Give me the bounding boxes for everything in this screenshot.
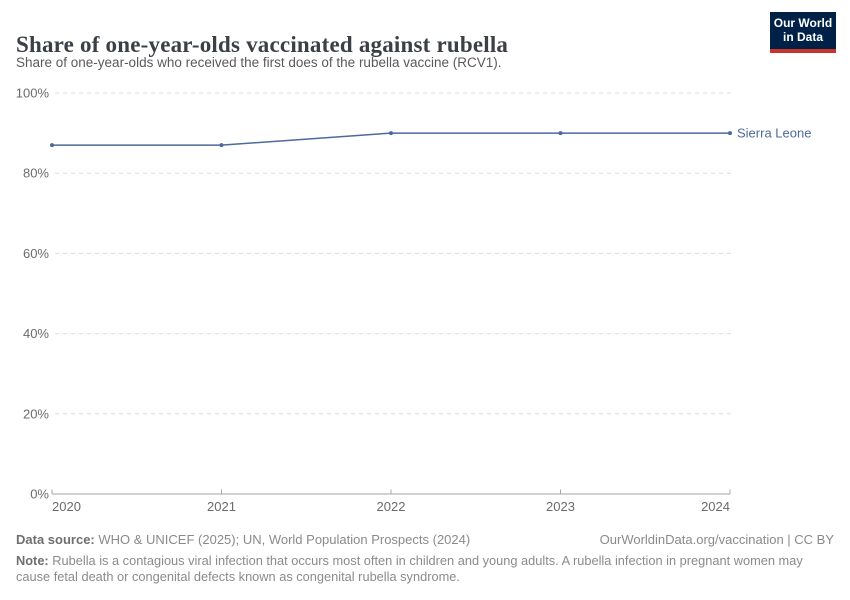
chart-note-label: Note: [16, 553, 49, 568]
chart-title: Share of one-year-olds vaccinated agains… [16, 32, 509, 58]
data-source-text: WHO & UNICEF (2025); UN, World Populatio… [94, 532, 471, 547]
x-tick-label: 2021 [207, 499, 236, 514]
owid-logo-line1: Our World [773, 16, 833, 30]
series-label: Sierra Leone [737, 126, 811, 141]
chart-footer: Data source: WHO & UNICEF (2025); UN, Wo… [16, 532, 834, 547]
chart-subtitle: Share of one-year-olds who received the … [16, 55, 502, 70]
data-source-label: Data source: [16, 532, 95, 547]
y-tick-label: 0% [30, 487, 49, 502]
data-point[interactable] [219, 143, 224, 148]
y-tick-label: 20% [23, 406, 49, 421]
owid-logo-line2: in Data [782, 30, 823, 44]
data-point[interactable] [389, 131, 393, 136]
data-point[interactable] [728, 131, 732, 136]
chart-note: Note: Rubella is a contagious viral infe… [16, 553, 834, 584]
y-tick-label: 60% [23, 246, 49, 261]
x-tick-label: 2020 [52, 499, 81, 514]
owid-logo: Our World in Data [770, 12, 836, 53]
x-tick-label: 2024 [701, 499, 730, 514]
y-tick-label: 80% [23, 166, 49, 181]
data-point[interactable] [558, 131, 563, 136]
data-point[interactable] [50, 143, 54, 148]
x-tick-label: 2022 [377, 499, 406, 514]
y-tick-label: 100% [16, 86, 50, 101]
line-chart[interactable]: 0% 20% 40% 60% 80% 100% 2020 2021 2022 2023 2024 Si… [0, 80, 850, 528]
x-tick-label: 2023 [546, 499, 575, 514]
data-source: Data source: WHO & UNICEF (2025); UN, Wo… [16, 532, 470, 547]
owid-attribution-link[interactable]: OurWorldinData.org/vaccination | CC BY [599, 532, 834, 547]
y-tick-label: 40% [23, 326, 49, 341]
chart-note-text: Rubella is a contagious viral infection … [16, 553, 803, 584]
